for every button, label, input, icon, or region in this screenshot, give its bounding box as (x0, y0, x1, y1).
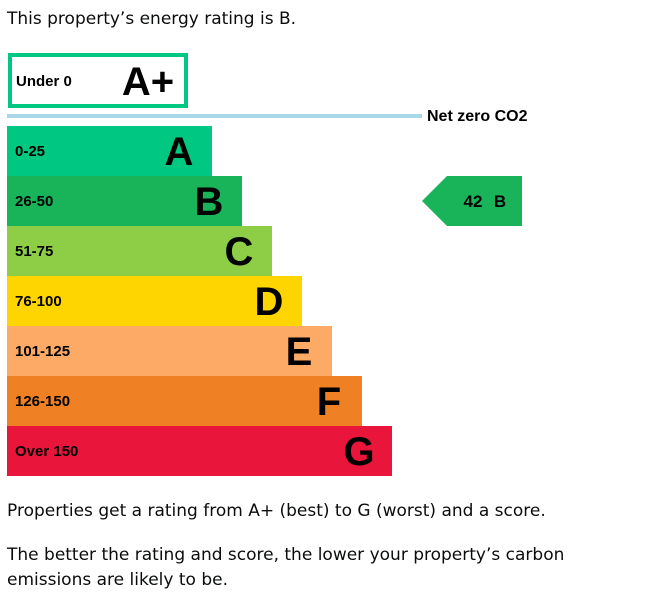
rating-explanation: Properties get a rating from A+ (best) t… (7, 501, 546, 521)
band-a-plus-letter: A+ (122, 60, 174, 104)
band-c-letter: C (225, 230, 254, 274)
energy-rating-chart: Under 0 A+ 0-25 A 26-50 B 51-75 C 76-100 D 101-125… (7, 53, 528, 476)
current-rating-marker (422, 176, 522, 226)
band-e-bar (7, 326, 332, 376)
band-b-range: 26-50 (15, 193, 53, 210)
band-a-plus-range: Under 0 (16, 73, 72, 90)
rating-summary: This property’s energy rating is B. (7, 9, 297, 29)
band-c-range: 51-75 (15, 243, 53, 260)
band-g-letter: G (343, 430, 374, 474)
band-d-bar (7, 276, 302, 326)
band-d-letter: D (255, 280, 284, 324)
band-a-plus-box (8, 53, 188, 108)
emissions-explanation: The better the rating and score, the low… (7, 545, 565, 590)
band-b-bar (7, 176, 242, 226)
band-f-letter: F (317, 380, 341, 424)
current-rating-letter: B (494, 192, 506, 211)
band-f-range: 126-150 (15, 393, 70, 410)
band-f-bar (7, 376, 362, 426)
band-e-letter: E (286, 330, 313, 374)
band-a-range: 0-25 (15, 143, 45, 160)
band-a-letter: A (165, 130, 194, 174)
band-g-range: Over 150 (15, 443, 78, 460)
band-d-range: 76-100 (15, 293, 62, 310)
band-b-letter: B (195, 180, 224, 224)
band-c-bar (7, 226, 272, 276)
net-zero-label: Net zero CO2 (427, 108, 528, 125)
current-rating-score: 42 (464, 192, 483, 211)
band-e-range: 101-125 (15, 343, 70, 360)
band-g-bar (7, 426, 392, 476)
band-a-bar (7, 126, 212, 176)
